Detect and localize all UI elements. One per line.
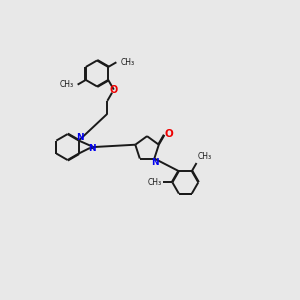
Text: N: N [88, 144, 96, 153]
Text: CH₃: CH₃ [147, 178, 161, 187]
Text: O: O [110, 85, 118, 94]
Text: O: O [165, 129, 173, 139]
Text: N: N [151, 158, 159, 166]
Text: CH₃: CH₃ [198, 152, 212, 161]
Text: CH₃: CH₃ [121, 58, 135, 67]
Text: N: N [76, 133, 84, 142]
Text: CH₃: CH₃ [59, 80, 74, 89]
